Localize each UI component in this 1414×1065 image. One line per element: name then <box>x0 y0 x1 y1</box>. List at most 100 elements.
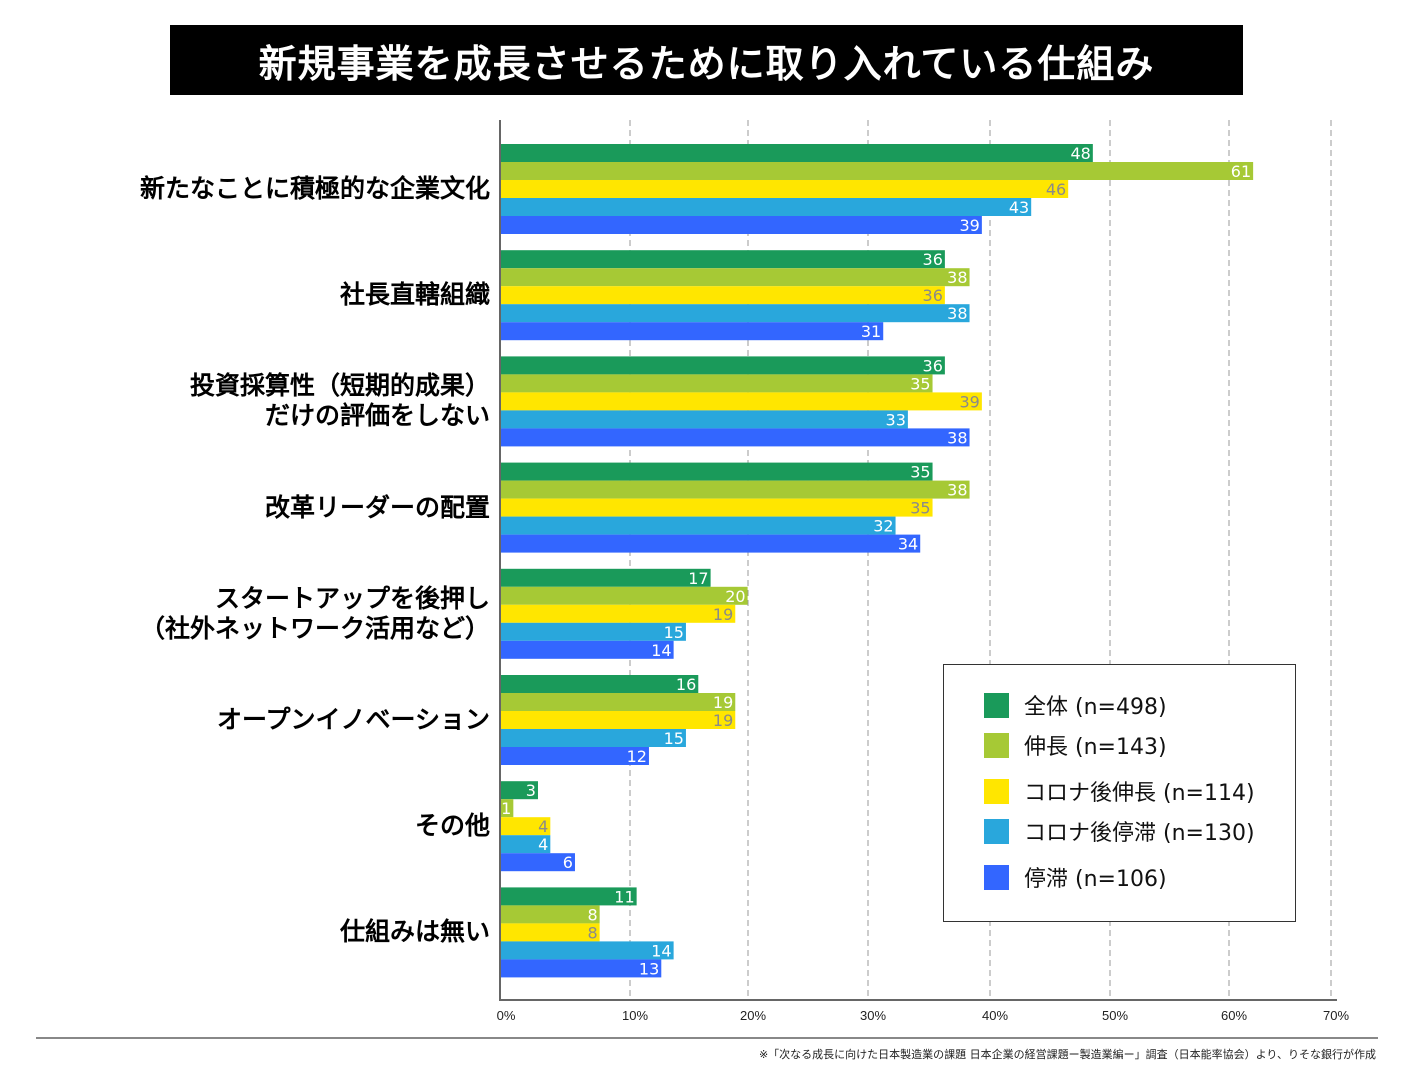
bar <box>501 534 921 553</box>
bar-value-label: 38 <box>947 268 967 287</box>
bar-value-label: 1 <box>501 799 511 818</box>
x-tick-label: 10% <box>622 1008 648 1023</box>
bar-value-label: 35 <box>910 374 930 393</box>
legend-swatch <box>984 818 1009 844</box>
bar-value-label: 4 <box>538 817 548 836</box>
bar <box>501 392 982 411</box>
legend-label: 停滞 (n=106) <box>1024 867 1167 892</box>
legend-item: 伸長 (n=143) <box>984 729 1167 761</box>
bar <box>501 887 637 906</box>
bar-value-label: 35 <box>910 499 930 518</box>
bar-value-label: 36 <box>923 356 943 375</box>
chart-title: 新規事業を成長させるために取り入れている仕組み <box>258 41 1155 86</box>
bar <box>501 604 736 623</box>
bar <box>501 322 884 341</box>
chart-title-box: 新規事業を成長させるために取り入れている仕組み <box>170 25 1243 95</box>
bar-value-label: 34 <box>898 535 918 554</box>
bar <box>501 941 674 960</box>
bar-value-label: 14 <box>651 641 671 660</box>
category-label: その他 <box>414 811 490 841</box>
bar <box>501 462 933 481</box>
legend-swatch <box>984 778 1009 804</box>
bar <box>501 374 933 393</box>
bar-value-label: 3 <box>526 781 536 800</box>
bar <box>501 640 674 659</box>
bar <box>501 747 649 765</box>
bar-value-label: 6 <box>563 853 573 872</box>
bar <box>501 923 600 942</box>
bar-value-label: 38 <box>947 428 967 447</box>
legend: 全体 (n=498) 伸長 (n=143) コロナ後伸長 (n=114) コロナ後停滞… <box>943 664 1296 922</box>
bar-value-label: 8 <box>587 923 597 942</box>
bar <box>501 268 970 287</box>
bar-value-label: 14 <box>651 941 671 960</box>
x-tick-label: 50% <box>1102 1008 1128 1023</box>
bar <box>501 729 686 747</box>
x-tick-label: 60% <box>1221 1008 1247 1023</box>
legend-label: コロナ後伸長 (n=114) <box>1024 781 1255 806</box>
footnote: ※「次なる成長に向けた日本製造業の課題 日本企業の経営課題ー製造業編ー」調査（日… <box>758 1048 1376 1061</box>
bar-value-label: 39 <box>960 392 980 411</box>
category-label: 改革リーダーの配置 <box>264 492 490 522</box>
bar-value-label: 36 <box>923 286 943 305</box>
legend-item: コロナ後停滞 (n=130) <box>984 815 1255 847</box>
bar-value-label: 35 <box>910 463 930 482</box>
bar-value-label: 61 <box>1231 162 1251 181</box>
legend-item: 全体 (n=498) <box>984 689 1167 721</box>
bar-value-label: 17 <box>688 569 708 588</box>
bar-value-label: 43 <box>1009 198 1029 217</box>
bar <box>501 568 711 587</box>
legend-label: 伸長 (n=143) <box>1024 735 1167 760</box>
bar <box>501 675 699 693</box>
bar-value-label: 11 <box>614 887 634 906</box>
x-tick-label: 0% <box>497 1008 516 1023</box>
bar <box>501 250 945 269</box>
category-label: オープンイノベーション <box>216 705 490 734</box>
category-label: 社長直轄組織 <box>339 280 490 310</box>
bar-value-label: 19 <box>713 605 733 624</box>
bar-value-label: 20 <box>725 587 745 606</box>
divider <box>36 1037 1378 1039</box>
bar <box>501 516 896 535</box>
bar <box>501 853 575 872</box>
bar-value-label: 46 <box>1046 180 1066 199</box>
bar-value-label: 32 <box>873 517 893 536</box>
legend-swatch <box>984 864 1009 890</box>
bar <box>501 480 970 499</box>
bar-value-label: 4 <box>538 835 548 854</box>
bar <box>501 799 514 818</box>
bar-value-label: 19 <box>713 693 733 712</box>
x-tick-label: 20% <box>740 1008 766 1023</box>
bar-value-label: 13 <box>639 959 659 978</box>
bar-value-label: 48 <box>1070 144 1090 163</box>
legend-swatch <box>984 692 1009 718</box>
bar-value-label: 19 <box>713 711 733 730</box>
bar-value-label: 15 <box>664 729 684 748</box>
bar <box>501 410 908 429</box>
category-label: 投資採算性（短期的成果） だけの評価をしない <box>189 371 490 431</box>
bar <box>501 781 538 800</box>
bar-value-label: 33 <box>886 410 906 429</box>
bar <box>501 622 686 641</box>
category-label: 仕組みは無い <box>339 917 490 947</box>
x-tick-label: 30% <box>860 1008 886 1023</box>
category-label: 新たなことに積極的な企業文化 <box>139 174 490 203</box>
bar <box>501 180 1069 198</box>
x-tick-label: 70% <box>1323 1008 1349 1023</box>
bar <box>501 959 662 978</box>
bar-value-label: 31 <box>861 322 881 341</box>
category-label: スタートアップを後押し （社外ネットワーク活用など） <box>139 583 490 643</box>
x-tick-label: 40% <box>982 1008 1008 1023</box>
bar <box>501 586 748 605</box>
bar <box>501 198 1032 216</box>
bar-value-label: 8 <box>587 905 597 924</box>
bar <box>501 286 945 305</box>
bar-value-label: 39 <box>960 216 980 235</box>
legend-label: コロナ後停滞 (n=130) <box>1024 821 1255 846</box>
legend-item: 停滞 (n=106) <box>984 861 1167 893</box>
bar <box>501 498 933 517</box>
legend-item: コロナ後伸長 (n=114) <box>984 775 1255 807</box>
bar <box>501 428 970 447</box>
legend-swatch <box>984 732 1009 758</box>
